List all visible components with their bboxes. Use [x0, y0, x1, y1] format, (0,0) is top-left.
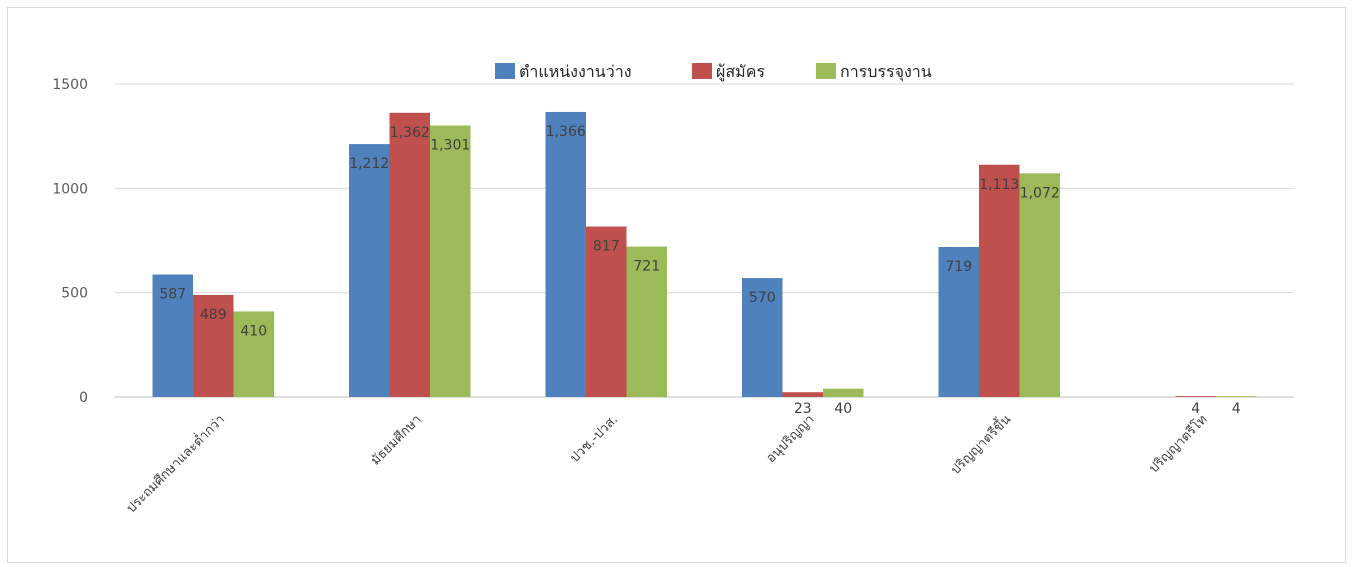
category-label: มัธยมศึกษา: [368, 412, 424, 468]
y-tick-label: 500: [61, 286, 88, 302]
category-label: ปริญญาตรีขึ้น: [946, 410, 1014, 478]
bar-1-3: [545, 111, 586, 397]
bar-2-1: [193, 294, 234, 397]
data-label: 570: [749, 290, 776, 306]
category-label: ประถมศึกษาและต่ำกว่า: [123, 411, 229, 517]
legend-swatch: [692, 63, 712, 79]
data-label: 1,362: [390, 125, 430, 141]
data-label: 410: [240, 323, 267, 339]
data-label: 1,301: [430, 138, 470, 154]
data-label: 40: [834, 401, 852, 417]
bar-2-5: [979, 164, 1020, 397]
category-label: ปวช.-ปวส.: [567, 412, 621, 466]
data-label: 4: [1191, 401, 1200, 417]
bar-3-3: [626, 246, 667, 397]
category-label: อนุปริญญา: [764, 412, 818, 466]
bar-1-2: [349, 144, 390, 397]
data-label: 1,366: [546, 124, 586, 140]
bar-2-3: [586, 226, 627, 397]
legend-swatch: [816, 63, 836, 79]
bar-3-2: [430, 125, 471, 398]
data-label: 587: [159, 287, 186, 303]
data-label: 817: [593, 239, 620, 255]
legend-label: ตำแหน่งงานว่าง: [519, 62, 632, 81]
y-tick-label: 1500: [52, 77, 88, 93]
bar-3-6: [1216, 396, 1257, 397]
bar-2-4: [782, 392, 823, 397]
data-label: 1,113: [979, 177, 1019, 193]
data-label: 1,072: [1020, 185, 1060, 201]
y-tick-label: 1000: [52, 181, 88, 197]
legend-label: การบรรจุงาน: [840, 62, 932, 82]
bar-1-5: [938, 246, 979, 397]
bar-1-1: [152, 274, 193, 397]
legend-label: ผู้สมัคร: [716, 62, 765, 82]
category-label: ปริญญาตรีโท: [1146, 412, 1211, 477]
legend-swatch: [495, 63, 515, 79]
bar-3-4: [823, 388, 864, 397]
bar-3-1: [233, 311, 274, 397]
bar-3-5: [1019, 173, 1060, 397]
data-label: 719: [945, 259, 972, 275]
bar-1-4: [742, 278, 783, 397]
y-tick-label: 0: [79, 390, 88, 406]
data-label: 4: [1232, 401, 1241, 417]
data-label: 721: [633, 259, 660, 275]
bar-2-2: [389, 112, 430, 398]
data-label: 1,212: [349, 156, 389, 172]
data-label: 23: [794, 401, 812, 417]
data-label: 489: [200, 307, 227, 323]
bar-2-6: [1175, 396, 1216, 397]
chart-frame: [7, 7, 1346, 563]
